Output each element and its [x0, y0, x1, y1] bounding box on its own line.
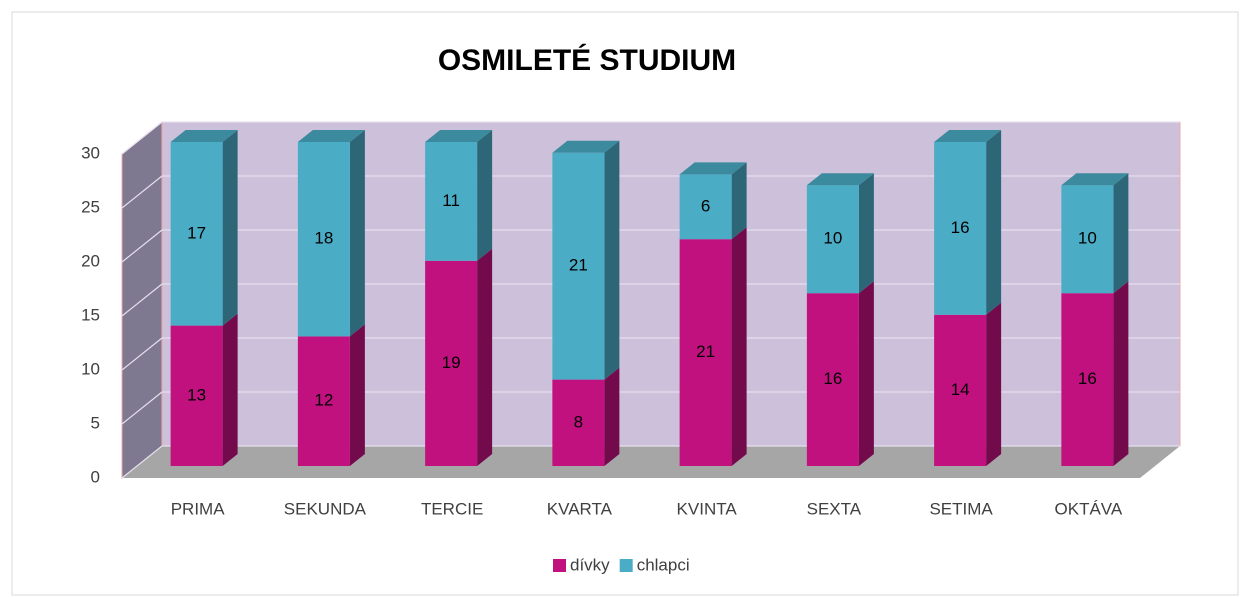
- value-label: 19: [442, 353, 461, 372]
- value-label: 10: [823, 229, 842, 248]
- grid-line: [121, 121, 1180, 155]
- x-tick-label: SEXTA: [807, 499, 862, 518]
- bar: [425, 142, 478, 261]
- value-label: 11: [442, 191, 460, 210]
- y-tick-label: 10: [81, 359, 100, 378]
- y-tick-label: 20: [81, 251, 100, 270]
- value-label: 13: [187, 385, 206, 404]
- bar-side: [986, 130, 1002, 315]
- bar: [552, 152, 605, 380]
- y-tick-label: 5: [91, 413, 100, 432]
- bar-top: [425, 130, 493, 142]
- bar: [934, 142, 987, 315]
- value-label: 8: [574, 412, 583, 431]
- value-label: 10: [1078, 229, 1097, 248]
- bar-side: [858, 281, 874, 466]
- bar: [297, 336, 350, 466]
- floor: [122, 446, 1180, 478]
- bar-side: [1113, 281, 1129, 466]
- bar: [1061, 293, 1114, 466]
- bar: [806, 185, 859, 294]
- bar-side: [222, 313, 238, 466]
- y-tick-label: 30: [81, 143, 100, 162]
- bar: [934, 314, 987, 466]
- x-tick-label: KVINTA: [677, 499, 738, 518]
- bar-side: [604, 367, 620, 466]
- x-tick-label: KVARTA: [547, 499, 613, 518]
- x-tick-label: OKTÁVA: [1055, 499, 1123, 518]
- bar-side: [349, 324, 365, 466]
- bar-side: [858, 173, 874, 294]
- bar-top: [297, 130, 365, 142]
- value-label: 16: [823, 369, 842, 388]
- legend-label: dívky: [570, 555, 610, 574]
- y-tick-label: 0: [91, 467, 100, 486]
- value-label: 14: [951, 380, 970, 399]
- bar-top: [552, 140, 620, 153]
- bar: [1061, 185, 1114, 294]
- bar: [170, 325, 223, 466]
- bar: [679, 174, 732, 240]
- bar-top: [170, 130, 238, 142]
- bar: [806, 293, 859, 466]
- x-tick-label: PRIMA: [171, 499, 226, 518]
- legend-swatch: [553, 559, 566, 572]
- bar: [425, 260, 478, 466]
- y-tick-label: 15: [81, 305, 100, 324]
- value-label: 12: [314, 391, 333, 410]
- y-tick-label: 25: [81, 197, 100, 216]
- value-label: 18: [314, 229, 333, 248]
- bar-side: [731, 162, 747, 240]
- x-tick-label: SETIMA: [929, 499, 993, 518]
- x-tick-label: SEKUNDA: [284, 499, 367, 518]
- bar-side: [477, 248, 493, 466]
- value-label: 16: [1078, 369, 1097, 388]
- x-tick-label: TERCIE: [421, 499, 483, 518]
- value-label: 21: [569, 256, 588, 275]
- bar-top: [1061, 173, 1129, 186]
- legend-swatch: [619, 559, 633, 572]
- legend-label: chlapci: [637, 555, 690, 574]
- bar-top: [806, 173, 874, 186]
- value-label: 17: [187, 223, 206, 242]
- chart-title: OSMILETÉ STUDIUM: [438, 43, 736, 77]
- value-label: 16: [951, 218, 970, 237]
- bar-top: [679, 162, 747, 175]
- bar-side: [986, 302, 1002, 466]
- bar-side: [477, 130, 493, 261]
- bar-side: [604, 140, 620, 380]
- bar: [170, 142, 223, 326]
- bar-side: [731, 227, 747, 466]
- bar-top: [934, 130, 1002, 142]
- value-label: 6: [701, 196, 710, 215]
- bar: [679, 239, 732, 466]
- bar-side: [1113, 173, 1129, 294]
- value-label: 21: [696, 342, 715, 361]
- bar: [552, 379, 605, 466]
- bar-side: [349, 130, 365, 337]
- bar: [297, 142, 350, 337]
- bar-side: [222, 130, 238, 326]
